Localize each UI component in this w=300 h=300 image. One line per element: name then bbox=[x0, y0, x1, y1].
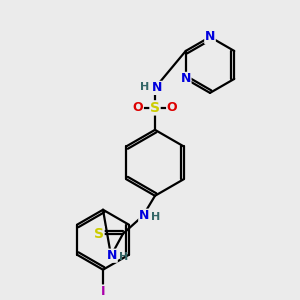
Text: S: S bbox=[150, 101, 160, 115]
Text: H: H bbox=[152, 212, 160, 222]
Text: H: H bbox=[119, 252, 129, 262]
Text: H: H bbox=[140, 82, 150, 92]
Text: N: N bbox=[107, 249, 117, 262]
Text: N: N bbox=[152, 81, 162, 94]
Text: I: I bbox=[101, 285, 105, 298]
Text: S: S bbox=[94, 227, 104, 241]
Text: O: O bbox=[167, 101, 177, 114]
Text: N: N bbox=[139, 209, 149, 222]
Text: O: O bbox=[133, 101, 143, 114]
Text: N: N bbox=[181, 72, 191, 86]
Text: N: N bbox=[205, 31, 215, 44]
